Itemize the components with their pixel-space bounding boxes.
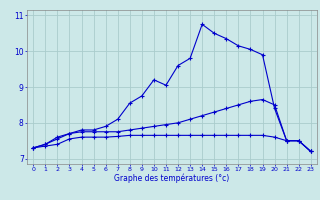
X-axis label: Graphe des températures (°c): Graphe des températures (°c) <box>114 173 230 183</box>
